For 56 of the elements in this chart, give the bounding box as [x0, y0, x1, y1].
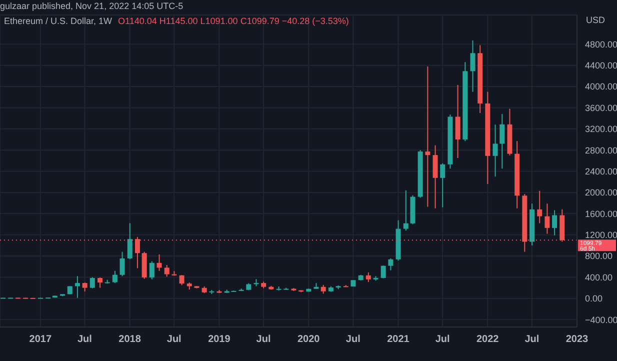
candlestick	[366, 272, 371, 282]
candlestick	[74, 276, 80, 298]
candlestick	[156, 254, 162, 272]
candlestick	[112, 270, 118, 284]
candlestick	[134, 236, 140, 269]
text: gulzaar published, Nov 21, 2022 14:05 UTC-5	[0, 1, 184, 11]
candlestick	[537, 190, 542, 224]
candlestick	[164, 264, 170, 278]
candlestick	[388, 258, 394, 271]
x-tick-label: 2022	[476, 334, 500, 346]
candlestick	[500, 114, 505, 170]
candlestick	[552, 210, 558, 236]
y-tick-label: 1600.00	[585, 208, 617, 219]
y-tick-label: 4800.00	[585, 39, 617, 50]
candlestick	[82, 282, 88, 292]
x-tick-label: 2018	[118, 334, 142, 346]
candlestick	[179, 274, 184, 286]
candlestick	[432, 144, 438, 209]
chart-subtitle: O1140.04 H1145.00 L1091.00 C1099.79 −40.28 (−3.53%)	[118, 16, 349, 26]
x-tick-label: 2023	[566, 334, 589, 346]
y-tick-label: 1200.00	[585, 230, 617, 240]
x-tick-label: Jul	[435, 334, 450, 346]
y-tick-label: 800.00	[585, 251, 613, 262]
y-tick-label: 2800.00	[585, 145, 617, 156]
y-tick-label: 400.00	[585, 272, 613, 282]
candlestick	[90, 276, 95, 289]
y-tick-label: 0.00	[585, 294, 603, 304]
x-tick-label: 2020	[297, 334, 320, 346]
x-tick-label: Jul	[256, 334, 271, 346]
candlestick	[97, 276, 102, 288]
candlestick	[470, 40, 476, 92]
x-tick-label: 2021	[387, 334, 410, 346]
y-tick-label: 4000.00	[585, 82, 617, 92]
y-tick-label: 2400.00	[585, 166, 617, 176]
candlestick	[425, 66, 430, 208]
candlestick	[492, 124, 498, 178]
y-tick-label: 4400.00	[585, 60, 617, 71]
x-tick-label: Jul	[524, 334, 540, 346]
y-tick-label: 2000.00	[585, 188, 617, 198]
x-tick-label: Jul	[346, 334, 361, 346]
candlestick	[380, 265, 386, 279]
y-tick-label: 3600.00	[585, 102, 617, 113]
candlestick	[120, 251, 125, 277]
candlestick	[544, 203, 550, 234]
candlestick	[127, 222, 132, 260]
x-tick-label: 2019	[208, 334, 231, 346]
candlestick	[440, 162, 446, 208]
candlestick	[149, 260, 154, 280]
x-tick-label: Jul	[78, 334, 92, 346]
y-axis-title: USD	[586, 15, 606, 25]
x-tick-label: 2017	[29, 334, 52, 346]
x-tick-label: Jul	[166, 334, 182, 346]
candlestick	[455, 84, 460, 159]
candlestick	[403, 190, 408, 232]
y-tick-label: 3200.00	[585, 124, 617, 134]
chart-title: Ethereum / U.S. Dollar, 1W	[4, 16, 112, 26]
